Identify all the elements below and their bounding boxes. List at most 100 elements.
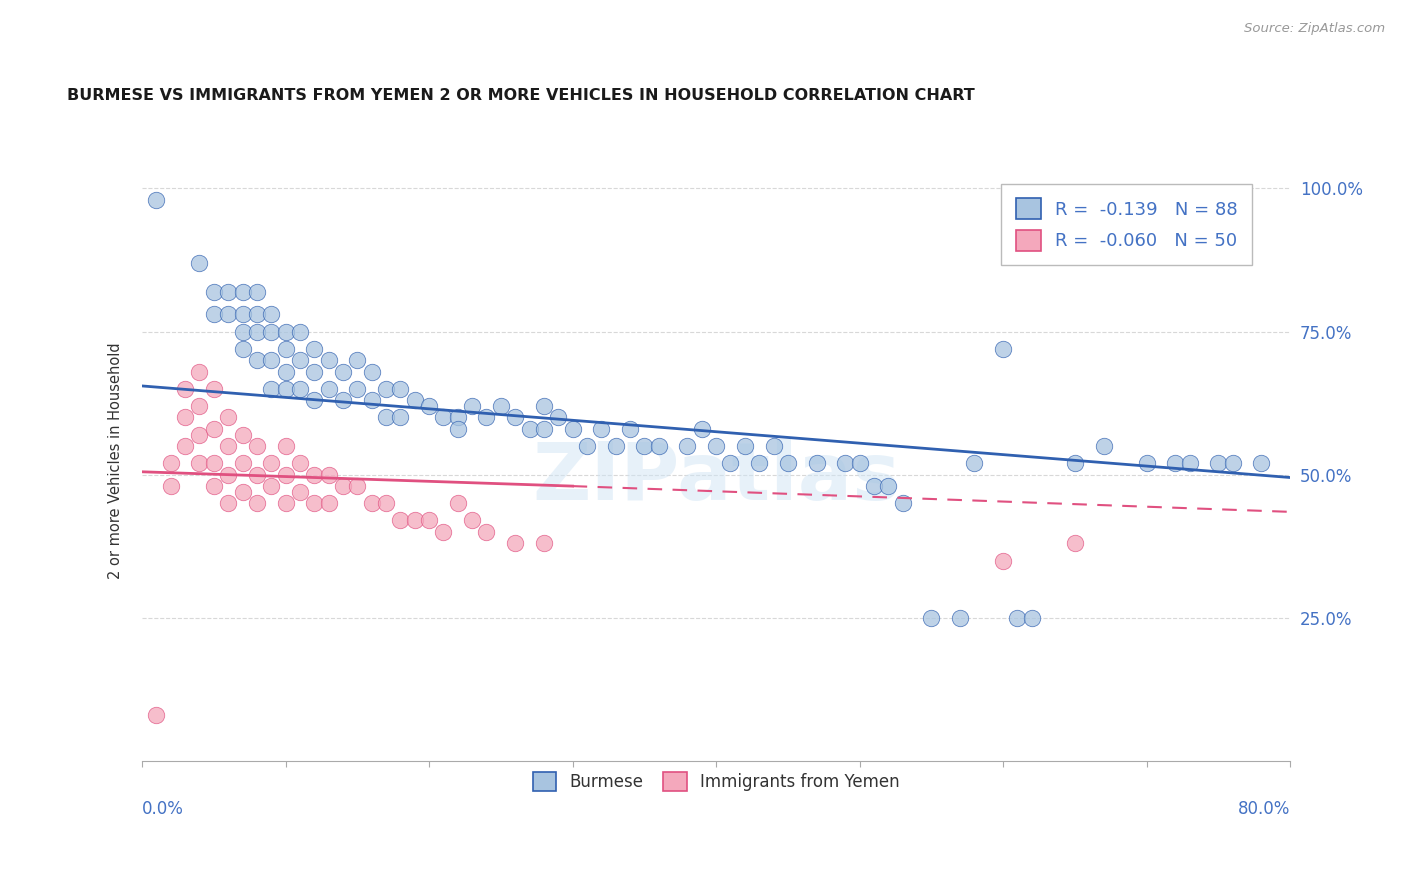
Point bbox=[432, 410, 454, 425]
Point bbox=[519, 422, 541, 436]
Point bbox=[346, 479, 368, 493]
Point bbox=[1136, 456, 1159, 470]
Point bbox=[963, 456, 986, 470]
Point bbox=[246, 439, 269, 453]
Point bbox=[274, 382, 297, 396]
Point bbox=[274, 496, 297, 510]
Point bbox=[304, 342, 326, 356]
Point bbox=[231, 307, 253, 321]
Point bbox=[360, 365, 382, 379]
Point bbox=[461, 399, 484, 413]
Point bbox=[619, 422, 641, 436]
Point bbox=[288, 353, 311, 368]
Point bbox=[489, 399, 512, 413]
Point bbox=[260, 325, 283, 339]
Point bbox=[174, 439, 197, 453]
Point bbox=[217, 410, 239, 425]
Point bbox=[231, 285, 253, 299]
Point bbox=[404, 393, 426, 408]
Point bbox=[231, 484, 253, 499]
Point bbox=[260, 479, 283, 493]
Point bbox=[217, 285, 239, 299]
Point bbox=[690, 422, 713, 436]
Point bbox=[547, 410, 569, 425]
Point bbox=[274, 365, 297, 379]
Point bbox=[346, 353, 368, 368]
Point bbox=[288, 484, 311, 499]
Point bbox=[260, 307, 283, 321]
Point bbox=[360, 393, 382, 408]
Point bbox=[1164, 456, 1187, 470]
Point bbox=[762, 439, 785, 453]
Point bbox=[202, 422, 225, 436]
Point bbox=[633, 439, 655, 453]
Point bbox=[834, 456, 856, 470]
Point bbox=[389, 382, 412, 396]
Point bbox=[246, 467, 269, 482]
Point bbox=[217, 467, 239, 482]
Legend: Burmese, Immigrants from Yemen: Burmese, Immigrants from Yemen bbox=[526, 765, 907, 797]
Point bbox=[1064, 536, 1087, 550]
Point bbox=[188, 256, 211, 270]
Point bbox=[274, 325, 297, 339]
Point bbox=[389, 410, 412, 425]
Point bbox=[704, 439, 727, 453]
Point bbox=[1021, 611, 1043, 625]
Point bbox=[174, 410, 197, 425]
Point bbox=[734, 439, 756, 453]
Point bbox=[591, 422, 613, 436]
Point bbox=[288, 456, 311, 470]
Point bbox=[991, 342, 1014, 356]
Y-axis label: 2 or more Vehicles in Household: 2 or more Vehicles in Household bbox=[108, 342, 124, 579]
Point bbox=[503, 410, 526, 425]
Point bbox=[533, 536, 555, 550]
Point bbox=[949, 611, 972, 625]
Point bbox=[202, 479, 225, 493]
Point bbox=[676, 439, 699, 453]
Point bbox=[202, 285, 225, 299]
Text: BURMESE VS IMMIGRANTS FROM YEMEN 2 OR MORE VEHICLES IN HOUSEHOLD CORRELATION CHA: BURMESE VS IMMIGRANTS FROM YEMEN 2 OR MO… bbox=[67, 87, 976, 103]
Point bbox=[332, 365, 354, 379]
Point bbox=[332, 479, 354, 493]
Point bbox=[533, 422, 555, 436]
Point bbox=[389, 513, 412, 527]
Point bbox=[877, 479, 900, 493]
Point bbox=[575, 439, 598, 453]
Point bbox=[145, 708, 167, 723]
Point bbox=[318, 353, 340, 368]
Point bbox=[1064, 456, 1087, 470]
Text: ZIPatlas: ZIPatlas bbox=[531, 440, 900, 517]
Point bbox=[318, 467, 340, 482]
Point bbox=[304, 467, 326, 482]
Point bbox=[806, 456, 828, 470]
Point bbox=[231, 427, 253, 442]
Point bbox=[1250, 456, 1272, 470]
Point bbox=[447, 422, 470, 436]
Point bbox=[288, 382, 311, 396]
Point bbox=[503, 536, 526, 550]
Point bbox=[1092, 439, 1115, 453]
Point bbox=[188, 399, 211, 413]
Point bbox=[188, 365, 211, 379]
Point bbox=[891, 496, 914, 510]
Text: Source: ZipAtlas.com: Source: ZipAtlas.com bbox=[1244, 22, 1385, 36]
Point bbox=[404, 513, 426, 527]
Text: 0.0%: 0.0% bbox=[142, 800, 184, 818]
Point bbox=[375, 382, 398, 396]
Point bbox=[1007, 611, 1029, 625]
Point bbox=[217, 439, 239, 453]
Point bbox=[231, 325, 253, 339]
Point bbox=[288, 325, 311, 339]
Point bbox=[202, 307, 225, 321]
Point bbox=[647, 439, 669, 453]
Point bbox=[1208, 456, 1230, 470]
Point bbox=[159, 479, 181, 493]
Point bbox=[533, 399, 555, 413]
Point bbox=[346, 382, 368, 396]
Point bbox=[318, 382, 340, 396]
Point bbox=[246, 285, 269, 299]
Point bbox=[274, 342, 297, 356]
Point bbox=[246, 325, 269, 339]
Point bbox=[475, 410, 498, 425]
Point bbox=[991, 553, 1014, 567]
